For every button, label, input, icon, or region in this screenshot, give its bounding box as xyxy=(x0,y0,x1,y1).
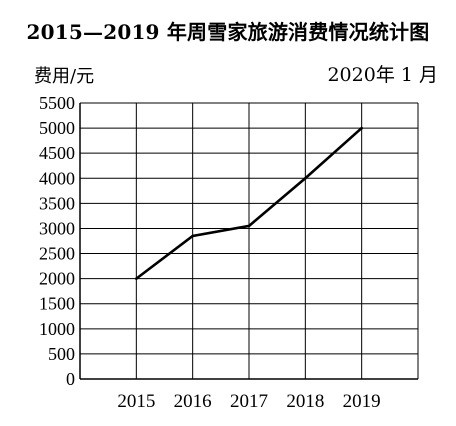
y-axis-unit-label: 费用/元 xyxy=(34,66,95,87)
chart-title: 2015—2019 年周雪家旅游消费情况统计图 xyxy=(26,20,430,44)
y-tick-label: 500 xyxy=(48,344,75,364)
y-tick-label: 2000 xyxy=(39,269,75,289)
y-tick-label: 3000 xyxy=(39,218,75,238)
y-tick-label: 5500 xyxy=(39,93,75,113)
y-tick-label: 1000 xyxy=(39,319,75,339)
y-tick-labels: 0 500 1000 1500 2000 2500 3000 3500 4000 4500 5000… xyxy=(39,93,75,389)
plot-frame xyxy=(79,103,419,380)
data-point xyxy=(360,126,363,130)
x-tick-label: 2018 xyxy=(286,391,324,412)
data-point xyxy=(191,234,194,238)
data-point xyxy=(135,277,138,280)
y-tick-label: 5000 xyxy=(39,118,75,138)
date-annotation: 2020年 1 月 xyxy=(327,64,438,86)
x-tick-label: 2019 xyxy=(343,391,381,412)
x-tick-label: 2017 xyxy=(230,391,268,412)
y-tick-label: 0 xyxy=(66,369,75,389)
data-series xyxy=(135,126,363,280)
x-tick-labels: 2015 2016 2017 2018 2019 xyxy=(117,391,380,412)
y-tick-label: 1500 xyxy=(39,294,75,314)
data-point xyxy=(304,176,307,180)
y-tick-label: 2500 xyxy=(39,244,75,264)
x-tick-label: 2016 xyxy=(174,391,212,412)
x-tick-label: 2015 xyxy=(117,391,155,412)
y-tick-label: 4000 xyxy=(39,168,75,188)
grid-lines xyxy=(80,102,418,380)
y-tick-label: 4500 xyxy=(39,143,75,163)
data-point xyxy=(247,224,251,228)
y-tick-label: 3500 xyxy=(39,193,75,213)
